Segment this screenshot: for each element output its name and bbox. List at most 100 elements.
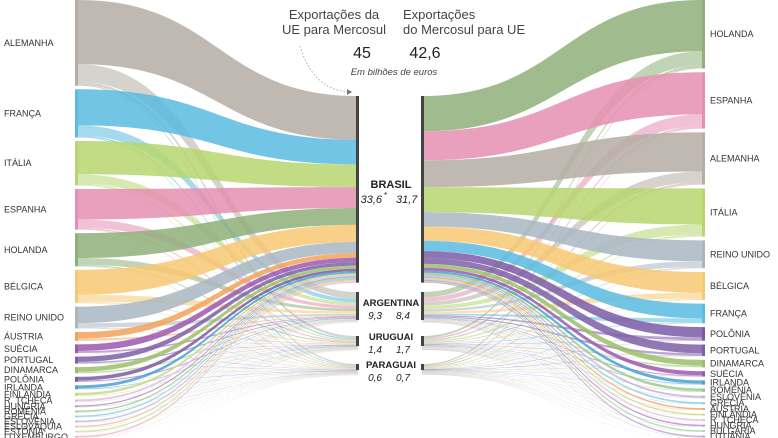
flow-left-austria-brasil — [78, 253, 358, 339]
flow-right-austria-argentina — [422, 319, 702, 410]
left-label-portugal: PORTUGAL — [4, 355, 53, 365]
left-label-italia: ITÁLIA — [4, 158, 32, 168]
flow-right-portugal-uruguai — [422, 344, 702, 356]
left-label-hungria: HUNGRIA — [4, 401, 46, 411]
left-label-r-tcheca: R. TCHECA — [4, 396, 52, 406]
right-bar-franca — [702, 303, 705, 324]
flow-left-finlandia-argentina — [78, 318, 358, 396]
flow-left-r-tcheca-uruguai — [78, 347, 358, 402]
flow-left-romenia-paraguai — [78, 372, 358, 413]
left-bar-estonia — [75, 430, 78, 433]
left-label-dinamarca: DINAMARCA — [4, 365, 58, 375]
left-bar-dinamarca — [75, 367, 78, 374]
right-bar-lituania — [702, 435, 705, 438]
flow-right-portugal-brasil — [422, 257, 702, 354]
right-bar-alemanha — [702, 132, 705, 185]
right-bar-eslovenia — [702, 395, 705, 399]
right-label-portugal: PORTUGAL — [710, 345, 759, 355]
left-bar-irlanda — [75, 385, 78, 390]
left-bar-suecia — [75, 344, 78, 354]
flow-left-alemanha-argentina — [78, 64, 358, 299]
left-bar-portugal — [75, 356, 78, 364]
flow-left-hungria-paraguai — [78, 372, 358, 408]
flow-left-hungria-uruguai — [78, 347, 358, 408]
flow-left-dinamarca-paraguai — [78, 370, 358, 374]
left-bar-reino-unido — [75, 306, 78, 329]
flow-left-holanda-brasil — [78, 207, 358, 259]
flow-right-italia-argentina — [422, 224, 702, 310]
right-label-hungria: HUNGRIA — [710, 421, 752, 431]
flow-left-estonia-argentina — [78, 321, 358, 433]
flow-left-suecia-brasil — [78, 257, 358, 351]
flow-left-romenia-uruguai — [78, 348, 358, 413]
left-bar-finlandia — [75, 392, 78, 396]
left-bar-hungria — [75, 405, 78, 408]
mercosul-bar-right-argentina — [421, 292, 424, 320]
mercosul-name-paraguai: PARAGUAI — [366, 360, 416, 371]
left-label-belgica: BÉLGICA — [4, 281, 43, 291]
flow-right-dinamarca-argentina — [422, 317, 702, 368]
flow-left-hungria-brasil — [78, 276, 358, 407]
right-bar-holanda — [702, 0, 705, 69]
left-label-polonia: POLÔNIA — [4, 374, 44, 384]
flow-left-suecia-uruguai — [78, 344, 358, 354]
right-bar-dinamarca — [702, 359, 705, 368]
right-bar-austria — [702, 408, 705, 410]
right-bar-suecia — [702, 371, 705, 377]
flow-left-dinamarca-argentina — [78, 317, 358, 373]
left-label-reino-unido: REINO UNIDO — [4, 313, 64, 323]
flow-left-r-tcheca-paraguai — [78, 371, 358, 402]
flow-left-reino-unido-brasil — [78, 241, 358, 324]
right-label-bulgaria: BULGÁRIA — [710, 426, 756, 436]
flow-right-suecia-argentina — [422, 317, 702, 377]
mercosul-out-value-argentina: 8,4 — [396, 311, 410, 322]
mercosul-in-value-argentina: 9,3 — [368, 311, 382, 322]
flow-right-alemanha-brasil — [422, 132, 702, 188]
left-label-suecia: SUÉCIA — [4, 344, 38, 354]
flow-right-r-tcheca-argentina — [422, 320, 702, 421]
flow-right-finlandia-paraguai — [422, 372, 702, 416]
flow-right-romenia-argentina — [422, 318, 702, 392]
right-label-austria: ÁUSTRIA — [710, 404, 749, 414]
right-label-eslovenia: ESLOVÊNIA — [710, 392, 761, 402]
flow-right-hungria-brasil — [422, 279, 702, 427]
mercosul-out-value-brasil: 31,7 — [396, 194, 418, 206]
flow-left-portugal-uruguai — [78, 345, 358, 364]
left-label-finlandia: FINLÂNDIA — [4, 389, 51, 399]
left-bar-polonia — [75, 376, 78, 382]
flow-right-irlanda-argentina — [422, 318, 702, 385]
flow-left-luxemburgo-uruguai — [78, 350, 358, 438]
right-label-holanda: HOLANDA — [710, 29, 754, 39]
flow-left-irlanda-uruguai — [78, 346, 358, 390]
flow-right-lituania-uruguai — [422, 349, 702, 438]
right-label-polonia: POLÔNIA — [710, 329, 750, 339]
right-bar-reino-unido — [702, 240, 705, 269]
flow-right-romenia-paraguai — [422, 371, 702, 392]
right-label-franca: FRANÇA — [710, 308, 747, 318]
flow-right-suecia-brasil — [422, 267, 702, 376]
left-label-eslovenia: ESLOVÊNIA — [4, 417, 55, 427]
flow-left-estonia-brasil — [78, 280, 358, 433]
flow-left-estonia-uruguai — [78, 349, 358, 433]
flow-right-dinamarca-paraguai — [422, 367, 702, 371]
flow-right-espanha-paraguai — [422, 127, 702, 367]
right-bar-italia — [702, 188, 705, 237]
flow-left-grecia-paraguai — [78, 373, 358, 418]
mercosul-bar-right-uruguai — [421, 336, 424, 346]
flow-left-belgica-paraguai — [78, 302, 358, 369]
flow-right-grecia-paraguai — [422, 371, 702, 405]
flow-left-reino-unido-uruguai — [78, 327, 358, 345]
left-bar-holanda — [75, 233, 78, 267]
flow-left-finlandia-uruguai — [78, 346, 358, 396]
flow-left-eslovenia-argentina — [78, 320, 358, 423]
left-bar-eslovenia — [75, 420, 78, 423]
flow-right-suecia-uruguai — [422, 345, 702, 377]
flow-right-bulgaria-paraguai — [422, 373, 702, 432]
flow-right-irlanda-paraguai — [422, 370, 702, 385]
right-label-alemanha: ALEMANHA — [710, 153, 760, 163]
mercosul-column — [358, 94, 422, 384]
flow-left-italia-brasil — [78, 140, 358, 188]
flow-left-dinamarca-brasil — [78, 265, 358, 372]
flow-right-franca-uruguai — [422, 322, 702, 345]
